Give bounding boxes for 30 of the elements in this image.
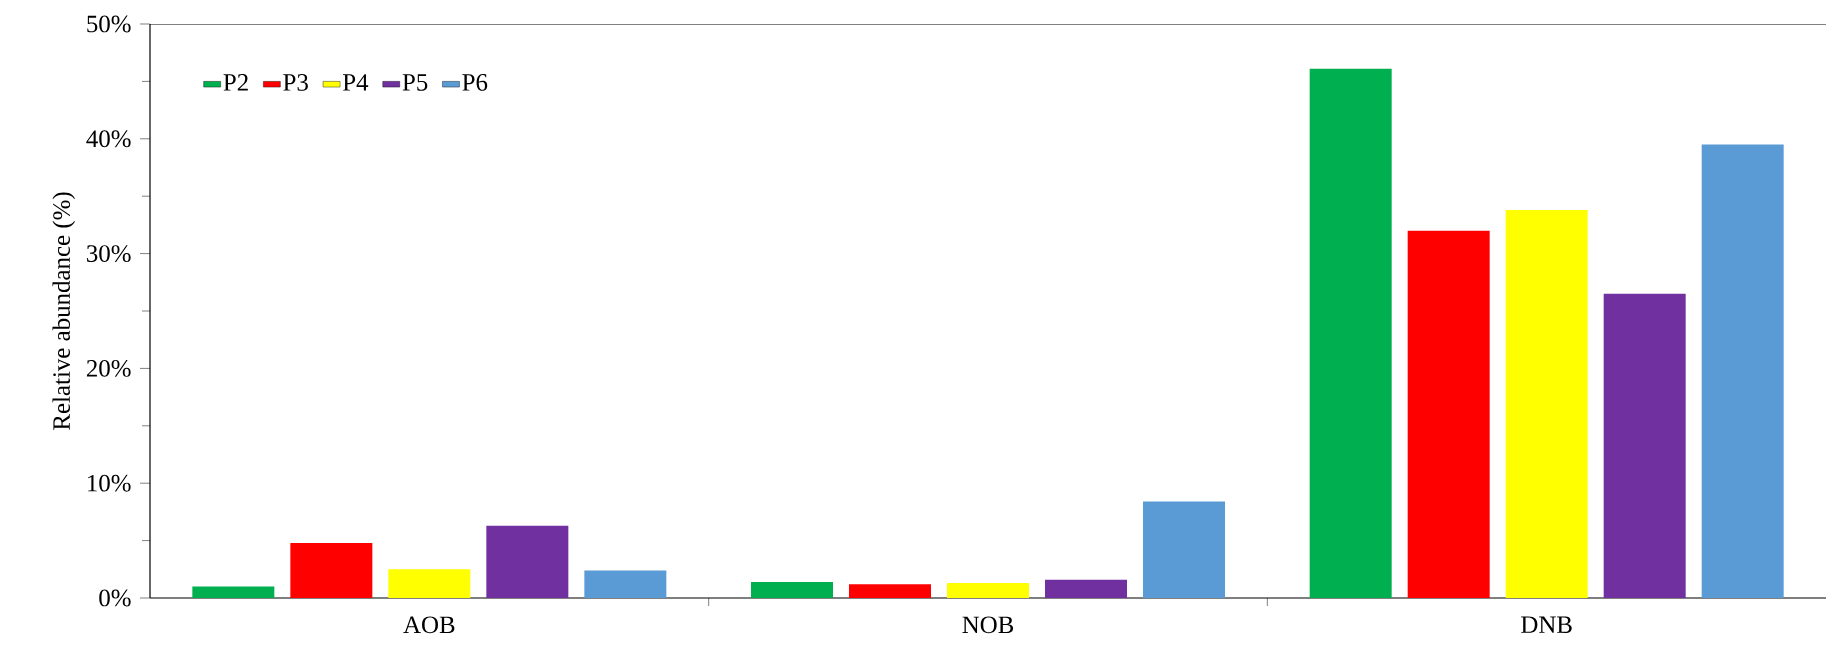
bar	[388, 569, 471, 598]
legend-label: P4	[342, 74, 369, 91]
bar	[849, 584, 932, 598]
bar	[1309, 68, 1392, 598]
x-tick-label: DNB	[1521, 616, 1572, 633]
bar	[1143, 501, 1226, 598]
y-tick-label: 0%	[99, 589, 131, 607]
bar	[290, 542, 373, 598]
bar	[751, 581, 834, 598]
legend-label: P3	[283, 74, 308, 91]
bar	[1701, 144, 1784, 598]
legend-label: P5	[402, 74, 428, 91]
y-tick-label: 30%	[87, 245, 131, 263]
y-tick-label: 50%	[87, 15, 131, 33]
bar	[486, 525, 569, 598]
y-tick-label: 40%	[86, 130, 131, 148]
bar	[1603, 293, 1686, 598]
bar	[1045, 579, 1128, 598]
bar	[1407, 230, 1490, 598]
y-axis-title: Relative abundance (%)	[52, 192, 76, 430]
x-tick-label: NOB	[962, 616, 1014, 634]
legend-label: P6	[462, 74, 488, 91]
legend-label: P2	[223, 74, 248, 91]
bar	[584, 570, 667, 598]
y-tick-label: 20%	[86, 359, 131, 377]
bar	[1505, 209, 1588, 598]
bar	[192, 586, 275, 598]
y-tick-label: 10%	[88, 474, 131, 492]
x-tick-label: AOB	[403, 616, 455, 634]
bar	[947, 583, 1030, 598]
